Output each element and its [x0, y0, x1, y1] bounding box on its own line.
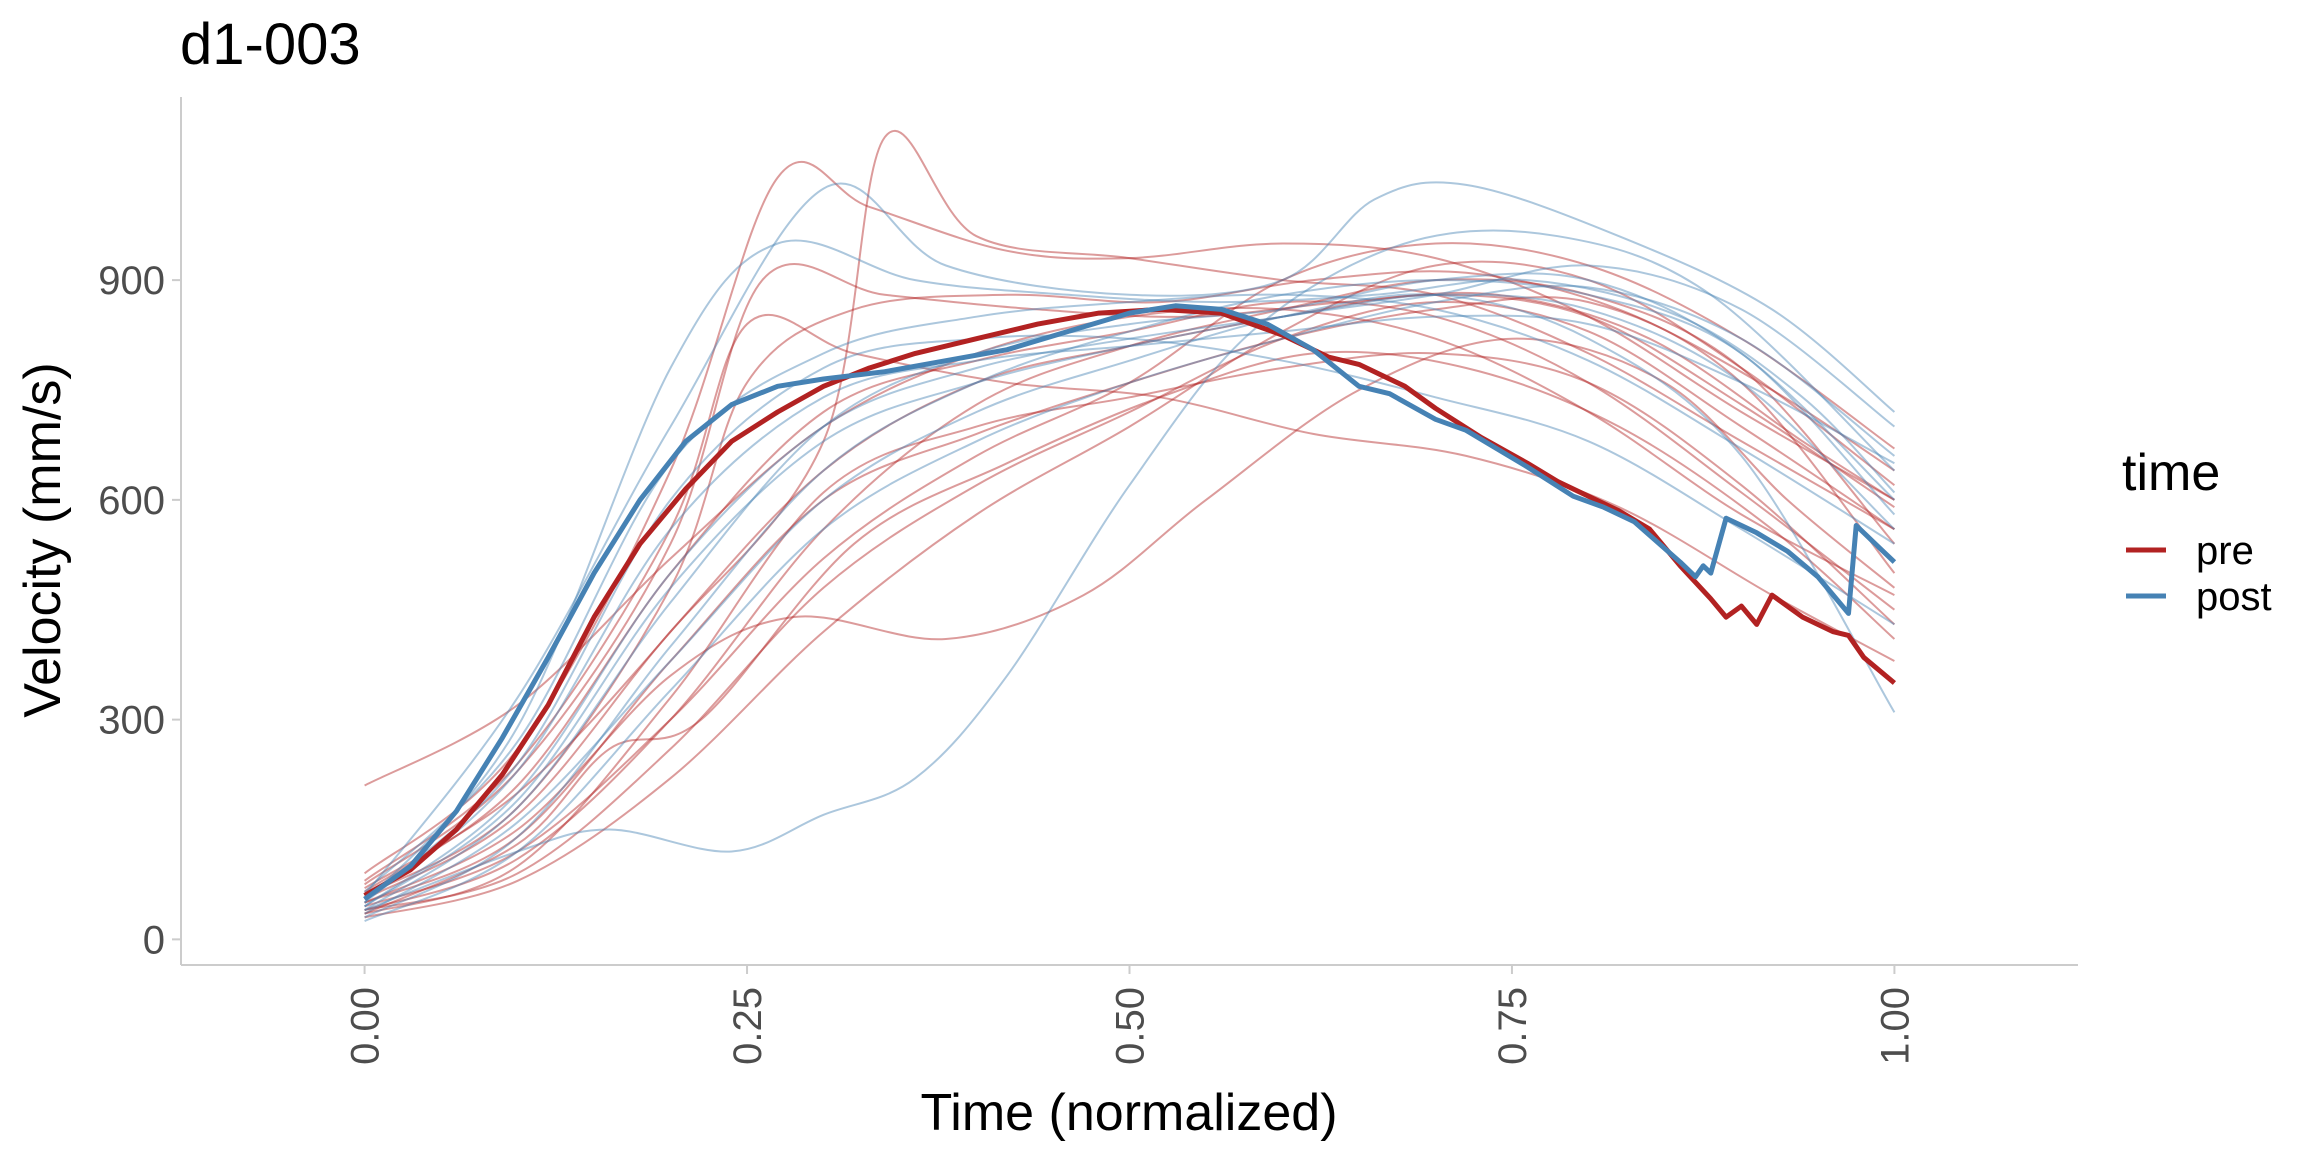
trial-line-post [363, 334, 1895, 900]
trial-line-pre [364, 337, 1896, 904]
legend-label-post: post [2196, 575, 2272, 619]
trial-line-pre [364, 242, 1895, 908]
legend-title: time [2122, 444, 2220, 502]
trial-line-pre [364, 300, 1896, 893]
chart-title: d1-003 [180, 12, 361, 77]
mean-line-pre [363, 306, 1897, 898]
trial-line-pre [364, 278, 1896, 912]
trial-line-post [363, 314, 1895, 904]
x-tick-label: 0.00 [344, 987, 388, 1065]
legend-label-pre: pre [2196, 529, 2254, 573]
trial-line-post [364, 293, 1896, 915]
trial-line-post [363, 181, 1896, 897]
trial-line-pre [364, 270, 1895, 897]
x-axis-ticks: 0.00 0.25 0.50 0.75 1.00 [344, 965, 1917, 1065]
legend: time pre post [2122, 444, 2272, 619]
trial-line-post [364, 279, 1896, 919]
trial-line-post [363, 293, 1895, 893]
y-axis-ticks: 0 300 600 900 [98, 259, 181, 962]
x-tick-label: 1.00 [1873, 987, 1917, 1065]
trial-line-pre [364, 352, 1896, 915]
y-axis-title: Velocity (mm/s) [14, 362, 72, 717]
x-axis-title: Time (normalized) [920, 1084, 1337, 1142]
trial-line-post [364, 293, 1896, 908]
trial-line-pre [364, 350, 1896, 915]
trial-line-pre [364, 260, 1896, 919]
y-tick-label: 600 [98, 479, 165, 523]
mean-line-post [363, 303, 1897, 902]
trial-line-post [364, 229, 1896, 912]
trial-line-pre [364, 263, 1895, 886]
mean-lines [363, 303, 1897, 902]
trial-lines [363, 129, 1896, 923]
trial-line-pre [364, 293, 1895, 900]
trial-line-pre [364, 307, 1895, 787]
x-tick-label: 0.75 [1491, 987, 1535, 1065]
trial-line-pre [364, 301, 1895, 912]
trial-line-post [363, 239, 1896, 904]
trial-line-pre [364, 296, 1896, 904]
y-tick-label: 300 [98, 699, 165, 743]
trial-line-post [364, 264, 1896, 908]
y-tick-label: 0 [143, 918, 165, 962]
y-tick-label: 900 [98, 259, 165, 303]
x-tick-label: 0.25 [726, 987, 770, 1065]
trial-line-pre [364, 129, 1895, 889]
trial-line-post [364, 284, 1896, 923]
x-tick-label: 0.50 [1109, 987, 1153, 1065]
trial-line-pre [363, 313, 1895, 882]
trial-line-post [364, 272, 1896, 911]
